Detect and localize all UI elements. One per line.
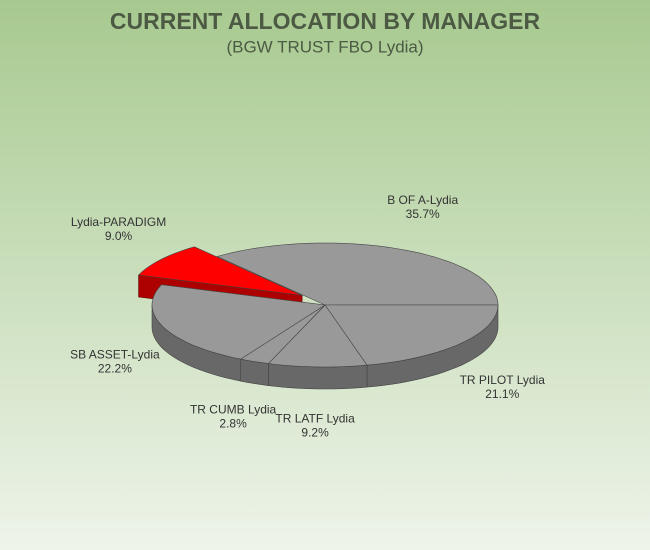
pie [137,242,499,390]
slice-label: TR CUMB Lydia [190,403,277,417]
slice-value-label: 21.1% [485,387,519,401]
slice-top [267,304,368,368]
slice-label: TR PILOT Lydia [460,373,546,387]
slice-top [151,284,326,360]
slice-label: Lydia-PARADIGM [71,215,166,229]
slice-top [137,246,303,296]
slice-value-label: 9.2% [301,425,329,439]
slice-side [268,363,368,390]
slice [151,284,326,382]
chart-title: CURRENT ALLOCATION BY MANAGER [110,8,541,34]
slice-value-label: 9.0% [105,229,133,243]
slice [267,304,368,390]
slice [216,242,499,306]
slice-label: SB ASSET-Lydia [70,348,160,362]
slice-label: TR LATF Lydia [275,411,355,425]
slice [239,304,326,386]
slice-top [216,242,499,306]
slice-value-label: 35.7% [406,207,440,221]
slice-value-label: 2.8% [219,417,247,431]
chart-subtitle: (BGW TRUST FBO Lydia) [226,37,423,56]
slice-value-label: 22.2% [98,362,132,376]
slice-label: B OF A-Lydia [387,193,458,207]
slice-top [324,304,499,366]
